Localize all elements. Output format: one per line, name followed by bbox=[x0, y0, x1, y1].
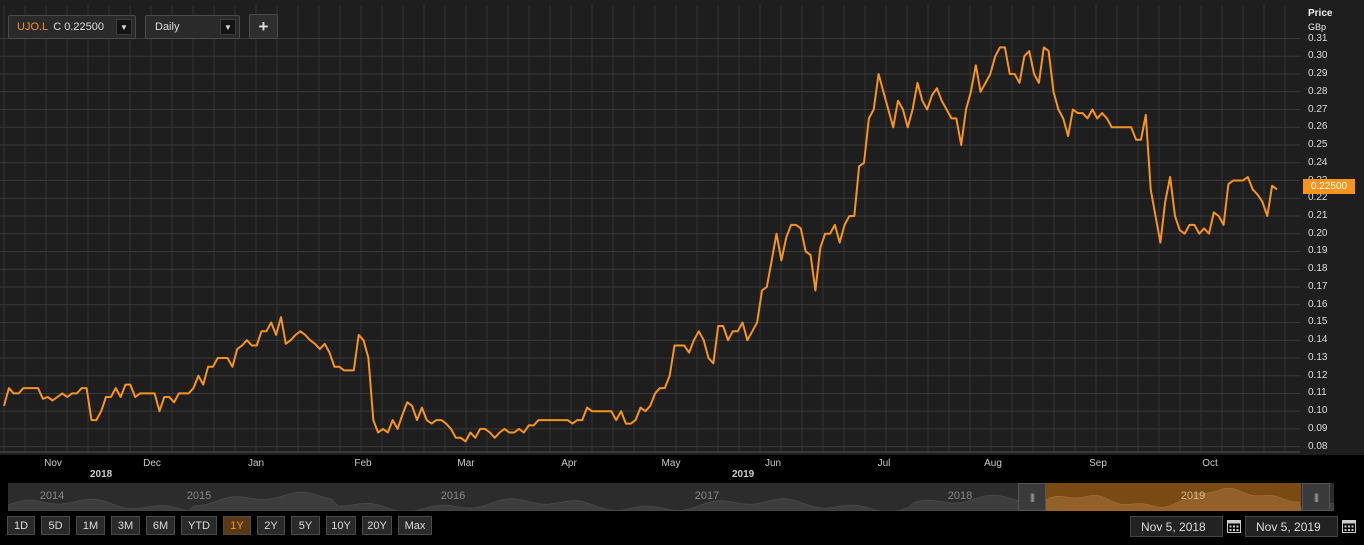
price-line bbox=[3, 46, 1278, 443]
x-tick-label: Aug bbox=[984, 458, 1002, 469]
navigator-year-label: 2019 bbox=[1180, 490, 1206, 502]
x-tick-label: Feb bbox=[354, 458, 372, 469]
range-button-6m[interactable]: 6M bbox=[146, 516, 175, 535]
navigator-year-label: 2014 bbox=[39, 490, 65, 502]
y-tick-label: 0.25 bbox=[1308, 139, 1328, 151]
range-button-1y[interactable]: 1Y bbox=[223, 516, 251, 535]
range-button-20y[interactable]: 20Y bbox=[362, 516, 392, 535]
range-button-5y[interactable]: 5Y bbox=[291, 516, 320, 535]
x-tick-label: Jun bbox=[764, 458, 782, 469]
y-tick-label: 0.30 bbox=[1308, 50, 1328, 62]
x-tick-label: Jul bbox=[877, 458, 891, 469]
y-tick-label: 0.18 bbox=[1308, 263, 1328, 275]
navigator-right-handle[interactable]: ||| bbox=[1302, 483, 1330, 511]
y-tick-label: 0.28 bbox=[1308, 85, 1328, 97]
chevron-down-icon[interactable]: ▼ bbox=[220, 19, 236, 35]
y-tick-label: 0.13 bbox=[1308, 351, 1328, 363]
y-tick-label: 0.19 bbox=[1308, 245, 1328, 257]
calendar-icon[interactable] bbox=[1341, 518, 1357, 534]
vertical-gridlines bbox=[3, 5, 1286, 452]
range-button-1d[interactable]: 1D bbox=[7, 516, 35, 535]
navigator-year-label: 2017 bbox=[694, 490, 720, 502]
y-tick-label: 0.10 bbox=[1308, 405, 1328, 417]
ticker-symbol: UJO.L bbox=[17, 21, 49, 33]
navigator-year-label: 2015 bbox=[186, 490, 212, 502]
chevron-down-icon[interactable]: ▼ bbox=[116, 19, 132, 35]
plus-icon: + bbox=[258, 16, 269, 36]
y-tick-label: 0.17 bbox=[1308, 280, 1328, 292]
y-tick-label: 0.12 bbox=[1308, 369, 1328, 381]
range-button-2y[interactable]: 2Y bbox=[257, 516, 285, 535]
range-button-10y[interactable]: 10Y bbox=[326, 516, 356, 535]
range-button-1m[interactable]: 1M bbox=[76, 516, 105, 535]
horizontal-gridlines bbox=[0, 38, 1300, 448]
selection-sparkline bbox=[1043, 487, 1301, 511]
y-tick-label: 0.14 bbox=[1308, 334, 1328, 346]
range-button-5d[interactable]: 5D bbox=[41, 516, 70, 535]
y-tick-label: 0.31 bbox=[1308, 32, 1328, 44]
add-series-button[interactable]: + bbox=[249, 14, 278, 39]
range-button-ytd[interactable]: YTD bbox=[181, 516, 217, 535]
chart-area bbox=[0, 0, 1364, 455]
y-tick-label: 0.29 bbox=[1308, 68, 1328, 80]
y-tick-label: 0.21 bbox=[1308, 209, 1328, 221]
y-axis-unit: GBp bbox=[1308, 22, 1327, 32]
y-tick-label: 0.15 bbox=[1308, 316, 1328, 328]
navigator-year-label: 2016 bbox=[440, 490, 466, 502]
price-chart[interactable] bbox=[0, 0, 1364, 455]
x-tick-label: May bbox=[661, 458, 681, 469]
y-tick-label: 0.22 bbox=[1308, 192, 1328, 204]
y-tick-label: 0.27 bbox=[1308, 103, 1328, 115]
last-price-tag: 0.22500 bbox=[1303, 179, 1355, 194]
navigator-selection[interactable] bbox=[1043, 483, 1301, 511]
ticker-close-value: C 0.22500 bbox=[53, 21, 104, 33]
y-tick-label: 0.20 bbox=[1308, 227, 1328, 239]
navigator-year-label: 2018 bbox=[947, 490, 973, 502]
x-year-label: 2018 bbox=[90, 469, 113, 480]
x-tick-label: Jan bbox=[247, 458, 265, 469]
y-tick-label: 0.16 bbox=[1308, 298, 1328, 310]
y-tick-label: 0.26 bbox=[1308, 121, 1328, 133]
ticker-dropdown[interactable]: UJO.L C 0.22500 ▼ bbox=[8, 15, 136, 39]
x-tick-label: Oct bbox=[1202, 458, 1218, 469]
y-tick-label: 0.08 bbox=[1308, 440, 1328, 452]
x-tick-label: Mar bbox=[457, 458, 475, 469]
start-date-field[interactable]: Nov 5, 2018 bbox=[1130, 516, 1223, 537]
interval-dropdown[interactable]: Daily ▼ bbox=[145, 15, 240, 39]
y-tick-label: 0.11 bbox=[1308, 387, 1327, 399]
y-tick-label: 0.24 bbox=[1308, 156, 1328, 168]
x-tick-label: Dec bbox=[143, 458, 161, 469]
calendar-icon[interactable] bbox=[1226, 518, 1242, 534]
x-tick-label: Apr bbox=[561, 458, 577, 469]
end-date-field[interactable]: Nov 5, 2019 bbox=[1245, 516, 1338, 537]
interval-label: Daily bbox=[155, 21, 180, 33]
x-tick-label: Sep bbox=[1089, 458, 1107, 469]
range-button-3m[interactable]: 3M bbox=[111, 516, 140, 535]
x-year-label: 2019 bbox=[732, 469, 755, 480]
y-axis-title: Price bbox=[1308, 8, 1333, 19]
navigator-left-handle[interactable]: ||| bbox=[1018, 483, 1046, 511]
range-button-max[interactable]: Max bbox=[398, 516, 432, 535]
y-tick-label: 0.09 bbox=[1308, 422, 1328, 434]
x-tick-label: Nov bbox=[44, 458, 62, 469]
